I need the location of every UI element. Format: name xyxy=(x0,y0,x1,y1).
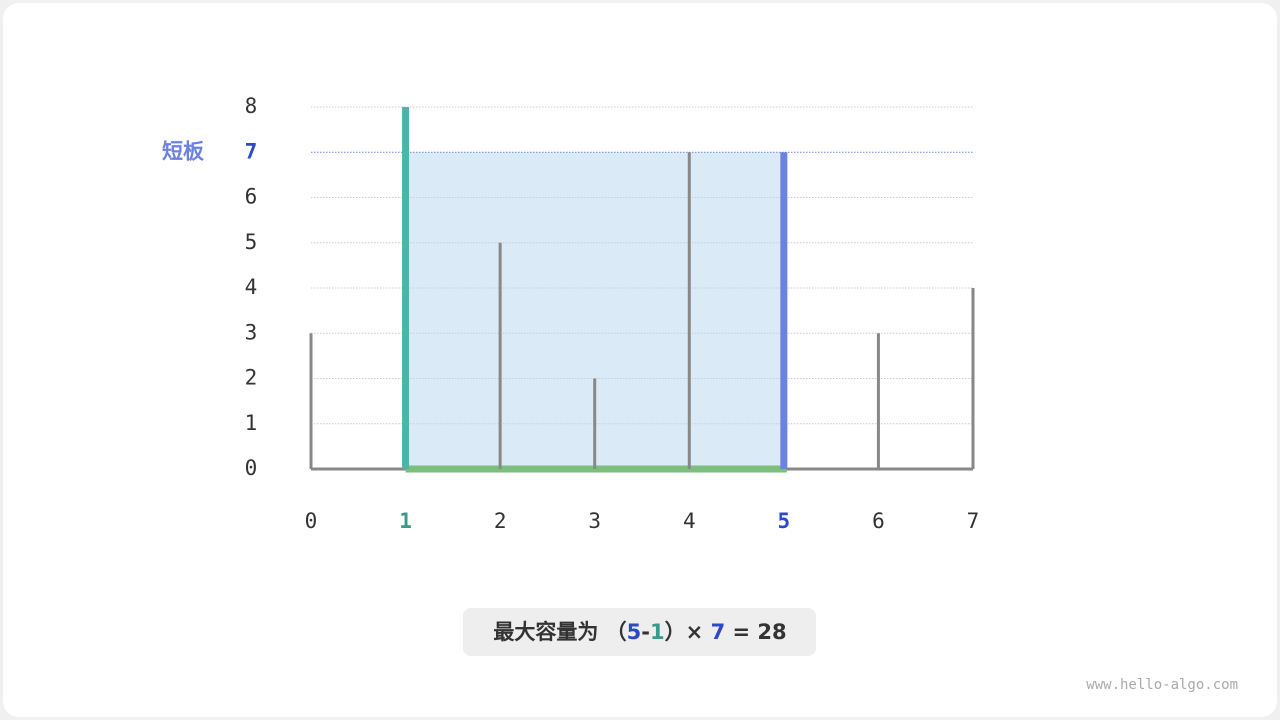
caption-part: 7 xyxy=(711,620,726,644)
x-tick-label: 3 xyxy=(588,509,601,533)
x-tick-label: 4 xyxy=(683,509,696,533)
caption-part: - xyxy=(641,620,650,644)
y-tick-label: 6 xyxy=(245,185,258,209)
caption-part: 28 xyxy=(757,620,786,644)
x-tick-label: 2 xyxy=(494,509,507,533)
x-tick-label: 6 xyxy=(872,509,885,533)
watermark: www.hello-algo.com xyxy=(1086,677,1238,693)
caption-part: 最大容量为 （ xyxy=(493,620,626,644)
y-tick-label: 8 xyxy=(245,94,258,118)
caption: 最大容量为 （5-1）× 7 = 28 xyxy=(493,620,786,644)
short-board-label: 短板 xyxy=(162,139,205,163)
x-tick-label: 1 xyxy=(399,509,412,533)
y-tick-label: 1 xyxy=(245,411,258,435)
caption-part: ）× xyxy=(665,620,711,644)
caption-box xyxy=(463,608,816,656)
y-tick-label: 3 xyxy=(245,320,258,344)
y-tick-label: 4 xyxy=(245,275,258,299)
y-tick-label: 5 xyxy=(245,230,258,254)
caption-part: 1 xyxy=(650,620,665,644)
y-tick-label: 0 xyxy=(245,456,258,480)
y-tick-label: 2 xyxy=(245,366,258,390)
x-tick-label: 0 xyxy=(305,509,318,533)
x-tick-label: 7 xyxy=(967,509,980,533)
caption-part: = xyxy=(725,620,757,644)
y-tick-label: 7 xyxy=(245,139,258,163)
caption-part: 5 xyxy=(627,620,642,644)
x-tick-label: 5 xyxy=(778,509,791,533)
